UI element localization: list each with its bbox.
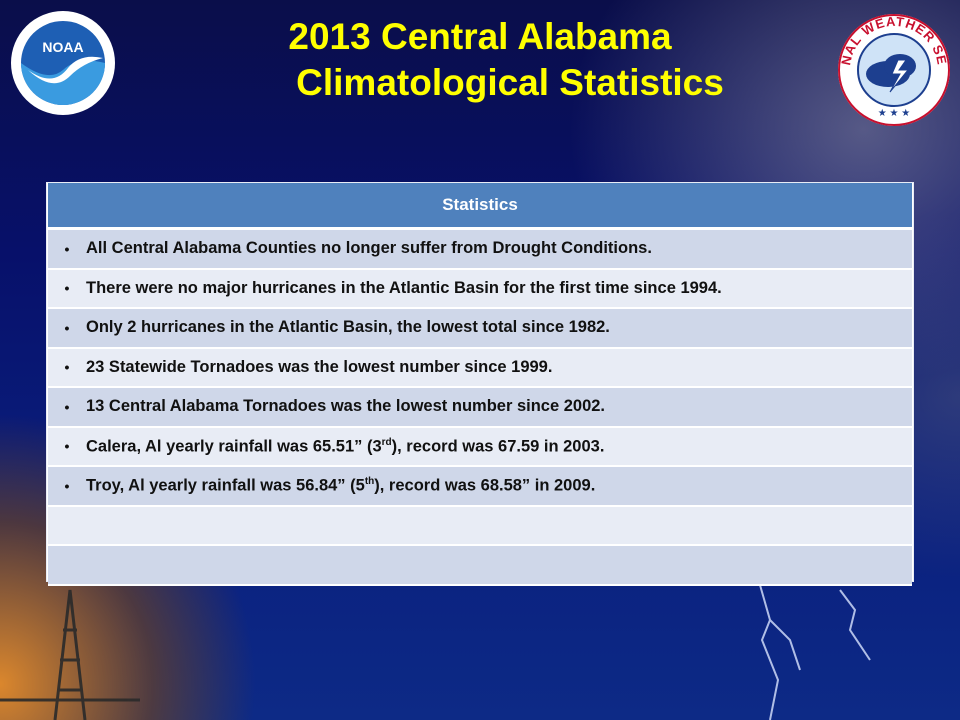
row-text: Calera, Al yearly rainfall was 65.51” (3… xyxy=(86,436,605,456)
row-text: Troy, Al yearly rainfall was 56.84” (5th… xyxy=(86,476,596,495)
table-row xyxy=(48,506,912,546)
slide-title: 2013 Central Alabama Climatological Stat… xyxy=(180,14,780,106)
ordinal-suffix: rd xyxy=(381,436,392,448)
table-body: • All Central Alabama Counties no longer … xyxy=(47,230,913,586)
svg-text:NOAA: NOAA xyxy=(42,39,83,55)
table-row: • Only 2 hurricanes in the Atlantic Basin… xyxy=(48,309,912,349)
table-row: • All Central Alabama Counties no longer … xyxy=(48,230,912,270)
bullet-icon: • xyxy=(64,477,70,494)
bullet-icon: • xyxy=(64,280,70,297)
row-text: Only 2 hurricanes in the Atlantic Basin,… xyxy=(86,318,610,337)
title-line-1: 2013 Central Alabama xyxy=(288,16,672,57)
table-row: • 23 Statewide Tornadoes was the lowest n… xyxy=(48,348,912,388)
table-row: • Calera, Al yearly rainfall was 65.51” (… xyxy=(48,427,912,467)
row-text: 13 Central Alabama Tornadoes was the low… xyxy=(86,397,606,416)
table-row: • 13 Central Alabama Tornadoes was the lo… xyxy=(48,388,912,428)
ordinal-suffix: th xyxy=(364,476,375,487)
table-row: • There were no major hurricanes in the A… xyxy=(48,269,912,309)
nws-logo: NATIONAL WEATHER SERVICE ★ ★ ★ xyxy=(836,12,950,126)
noaa-logo: NOAA xyxy=(11,11,115,115)
row-text: There were no major hurricanes in the At… xyxy=(86,278,722,297)
svg-text:★ ★ ★: ★ ★ ★ xyxy=(878,108,910,119)
bullet-icon: • xyxy=(64,438,70,455)
table-header: Statistics xyxy=(48,183,912,230)
row-text: All Central Alabama Counties no longer s… xyxy=(86,239,652,258)
bullet-icon: • xyxy=(64,398,70,415)
row-text: 23 Statewide Tornadoes was the lowest nu… xyxy=(86,357,553,376)
bullet-icon: • xyxy=(64,240,70,257)
table-row xyxy=(48,546,912,586)
title-line-2: Climatological Statistics xyxy=(296,62,724,103)
bullet-icon: • xyxy=(64,319,70,336)
statistics-table: Statistics • All Central Alabama Counties… xyxy=(47,183,913,586)
table-row: • Troy, Al yearly rainfall was 56.84” (5t… xyxy=(48,467,912,507)
bullet-icon: • xyxy=(64,359,70,376)
